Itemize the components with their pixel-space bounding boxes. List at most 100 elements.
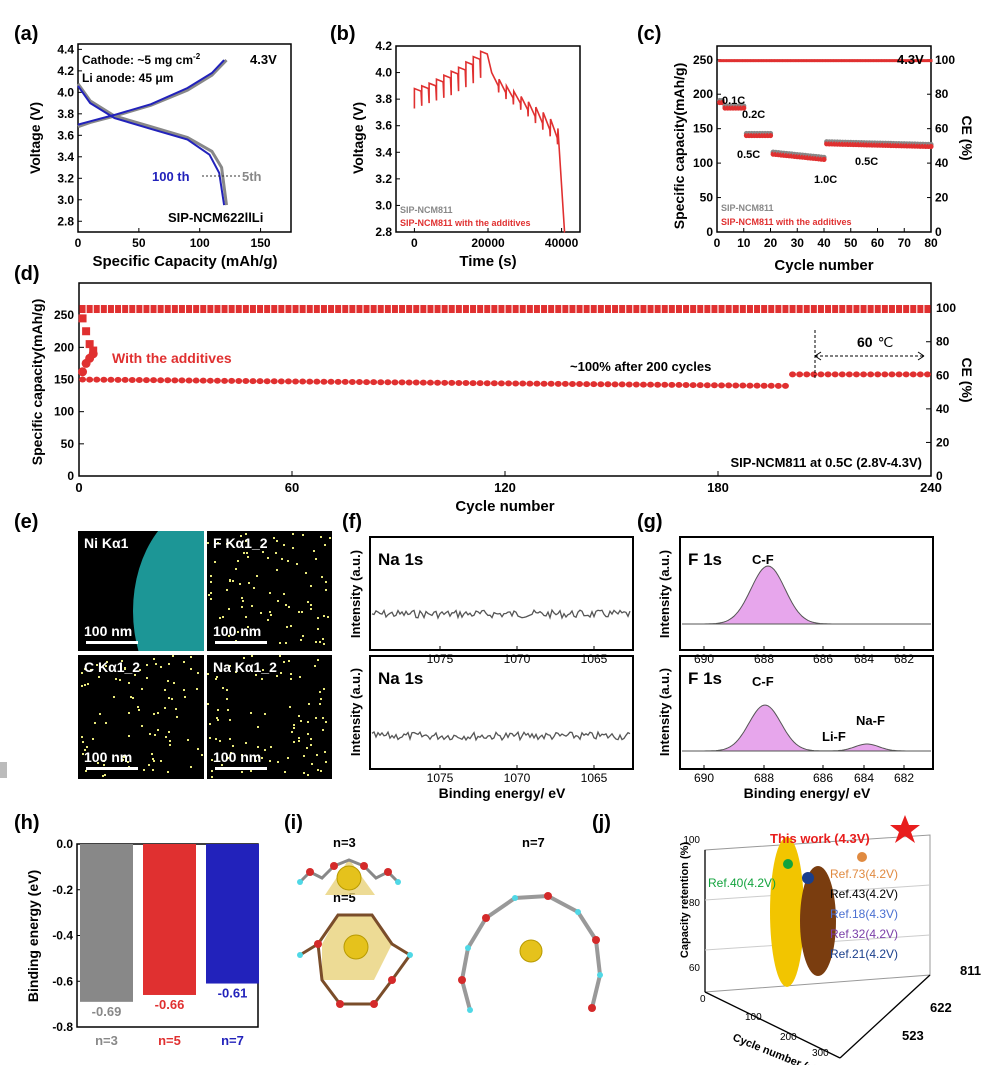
d-cap-point <box>270 378 278 385</box>
d-cap-point <box>689 382 697 389</box>
eds-dot <box>303 755 305 757</box>
d-cap-point <box>831 371 839 378</box>
a-curve-5th-discharge <box>76 82 228 206</box>
d-ce-point <box>675 305 682 314</box>
eds-dot <box>285 642 287 644</box>
c-ce-point <box>841 59 845 63</box>
b-ytick-label: 3.8 <box>375 92 392 106</box>
d-cap-point <box>895 371 903 378</box>
eds-dot <box>209 737 211 739</box>
eds-dot <box>317 617 319 619</box>
eds-tile-f-title: F Kα1_2 <box>213 535 268 551</box>
panel-g-top-peak-fill <box>682 565 931 625</box>
c-ce-point <box>849 59 853 63</box>
b-ytick-label: 3.4 <box>375 145 392 159</box>
c-xtick-label: 20 <box>764 236 778 250</box>
eds-dot <box>226 689 228 691</box>
c-xtick-label: 70 <box>898 236 912 250</box>
d-cap-point <box>746 382 754 389</box>
eds-dot <box>253 587 255 589</box>
eds-tile-ni-scalebar <box>86 641 138 644</box>
d-cap-point <box>611 381 619 388</box>
c-ce-point <box>857 59 861 63</box>
eds-dot <box>241 754 243 756</box>
eds-dot <box>290 625 292 627</box>
eds-dot <box>292 533 294 535</box>
eds-dot <box>134 674 136 676</box>
eds-dot <box>228 635 230 637</box>
i-hydrogen-atom <box>407 952 413 958</box>
eds-dot <box>210 598 212 600</box>
eds-dot <box>92 738 94 740</box>
i-oxygen-atom <box>588 1004 596 1012</box>
panel-j-ref73: Ref.73(4.2V) <box>830 867 898 881</box>
c-ce-point <box>777 59 781 63</box>
d-cap-point <box>718 382 726 389</box>
eds-dot <box>321 576 323 578</box>
panel-b-ylabel: Voltage (V) <box>350 102 366 174</box>
panel-e-label: (e) <box>14 511 38 533</box>
d-ce-point <box>470 305 477 314</box>
panel-f-bottom-frame <box>369 655 634 770</box>
d-ce-point <box>150 305 157 314</box>
c-cap-point-additive <box>928 143 934 150</box>
d-ce-point <box>661 305 668 314</box>
eds-dot <box>227 757 229 759</box>
panel-j-ytick-100: 100 <box>683 835 700 846</box>
d-ce-point <box>420 305 427 314</box>
a-xtick-label: 0 <box>75 236 82 250</box>
c-ytick-label: 250 <box>693 53 713 67</box>
d-ce-point <box>200 305 207 314</box>
c-ce-point <box>889 59 893 63</box>
c-ytick-label: 100 <box>693 156 713 170</box>
c-ce-point <box>825 59 829 63</box>
eds-dot <box>99 713 101 715</box>
d-ce-point <box>207 305 214 314</box>
a-ytick-label: 3.2 <box>57 171 74 185</box>
eds-dot <box>319 641 321 643</box>
eds-dot <box>148 764 150 766</box>
d-cap-point <box>150 377 158 384</box>
c-y2tick-label: 60 <box>935 122 949 136</box>
eds-dot <box>251 655 253 657</box>
d-ce-point <box>391 305 398 314</box>
i-hydrogen-atom <box>395 879 401 885</box>
d-ce-point <box>434 305 441 314</box>
c-ce-point <box>758 59 762 63</box>
d-ce-point <box>697 305 704 314</box>
panel-c-rate-02: 0.2C <box>742 109 765 121</box>
d-cap-point <box>696 382 704 389</box>
d-ce-point <box>761 305 768 314</box>
eds-dot <box>81 685 83 687</box>
d-ce-point <box>157 305 164 314</box>
c-xtick-label: 50 <box>844 236 858 250</box>
panel-j-z-622: 622 <box>930 1000 952 1015</box>
c-ce-point <box>817 59 821 63</box>
d-xtick-label: 0 <box>75 480 82 495</box>
d-ce-point <box>917 305 924 314</box>
panel-d-ann-retention: ~100% after 200 cycles <box>570 359 711 374</box>
b-ytick-label: 2.8 <box>375 225 392 239</box>
eds-dot <box>176 716 178 718</box>
c-ce-point <box>878 59 882 63</box>
eds-dot <box>293 727 295 729</box>
c-ce-point <box>913 59 917 63</box>
d-ce-point <box>853 305 860 314</box>
eds-dot <box>246 552 248 554</box>
eds-dot <box>310 744 312 746</box>
d-ce-point <box>164 305 171 314</box>
c-ce-point <box>769 59 772 63</box>
eds-dot <box>314 665 316 667</box>
eds-dot <box>219 617 221 619</box>
eds-dot <box>169 740 171 742</box>
d-ce-point <box>356 305 363 314</box>
eds-dot <box>168 697 170 699</box>
d-cap-point <box>185 377 193 384</box>
d-ce-point <box>292 305 299 314</box>
eds-dot <box>298 611 300 613</box>
c-ce-point <box>793 59 797 63</box>
eds-tile-c-scalebar <box>86 767 138 770</box>
panel-f-ylabel-top: Intensity (a.u.) <box>348 550 363 638</box>
d-xtick-label: 60 <box>285 480 299 495</box>
panel-h-ylabel: Binding energy (eV) <box>25 870 41 1002</box>
